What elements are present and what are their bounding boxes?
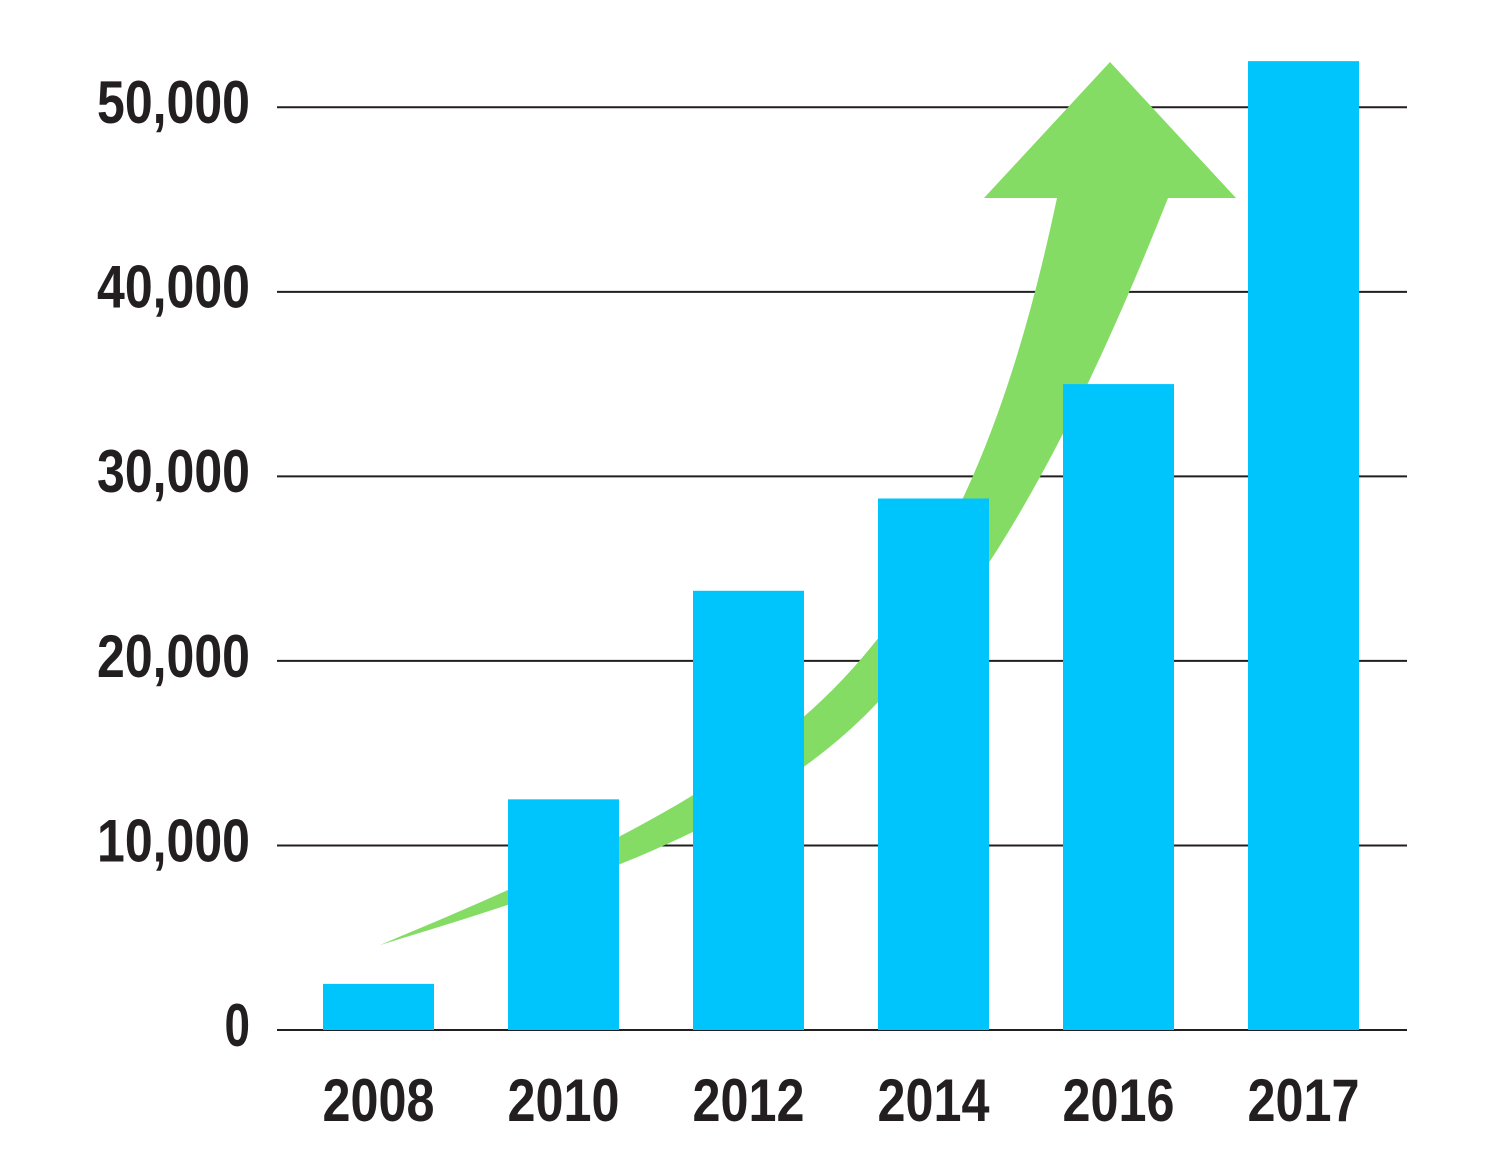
x-tick-label: 2010 bbox=[508, 1067, 620, 1134]
y-tick-label: 0 bbox=[225, 992, 251, 1059]
y-tick-label: 30,000 bbox=[97, 438, 250, 505]
y-tick-label: 50,000 bbox=[97, 69, 250, 136]
y-tick-label: 40,000 bbox=[97, 254, 250, 321]
x-tick-label: 2012 bbox=[693, 1067, 805, 1134]
bar bbox=[508, 799, 619, 1030]
x-tick-label: 2014 bbox=[878, 1067, 991, 1134]
y-tick-label: 10,000 bbox=[97, 807, 250, 874]
x-tick-label: 2017 bbox=[1248, 1067, 1360, 1134]
growth-arrow bbox=[380, 62, 1236, 945]
bar bbox=[878, 498, 989, 1030]
x-tick-label: 2016 bbox=[1063, 1067, 1175, 1134]
x-tick-label: 2008 bbox=[323, 1067, 435, 1134]
bar bbox=[323, 983, 434, 1030]
y-tick-label: 20,000 bbox=[97, 623, 250, 690]
bar bbox=[1248, 61, 1359, 1031]
bar bbox=[1063, 384, 1174, 1030]
bar bbox=[693, 590, 804, 1030]
